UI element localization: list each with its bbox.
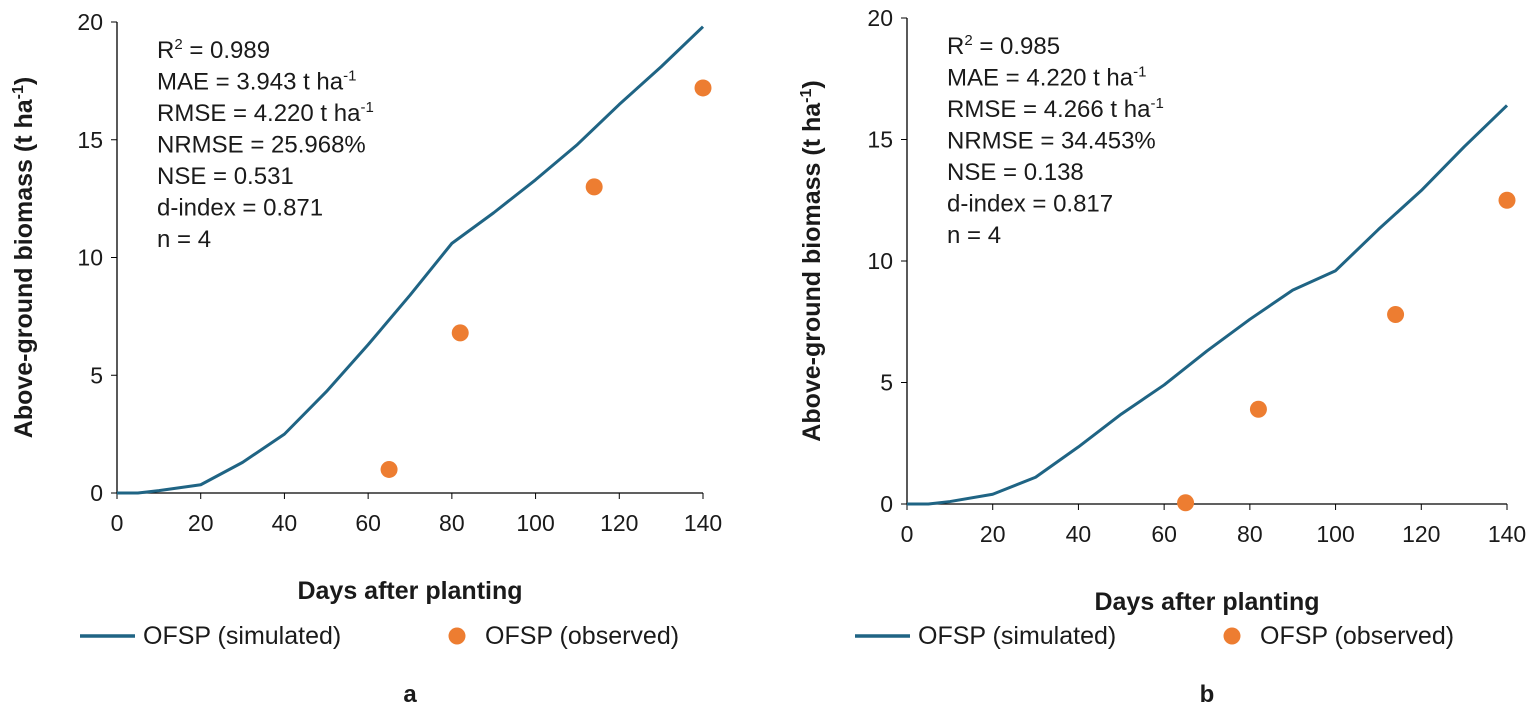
x-tick-label: 0 (111, 510, 124, 536)
y-tick-label: 5 (90, 362, 103, 388)
y-axis-label-main: Above-ground biomass (t ha (798, 102, 826, 442)
y-tick-label: 15 (77, 127, 103, 153)
legend-label-simulated: OFSP (simulated) (143, 622, 341, 650)
stat-text: NSE = 0.138 (947, 159, 1084, 186)
y-axis-label: Above-ground biomass (t ha-1) (10, 77, 38, 438)
stat-text: MAE = 3.943 t ha (157, 69, 344, 96)
x-tick-label: 20 (980, 521, 1006, 547)
stat-text: RMSE = 4.220 t ha (157, 100, 361, 127)
x-tick-label: 60 (1151, 521, 1177, 547)
stat-annotation: NSE = 0.138 (947, 159, 1084, 186)
stat-text: d-index = 0.871 (157, 195, 323, 222)
y-tick-label: 15 (867, 127, 893, 153)
stat-text: R (157, 37, 174, 64)
x-tick-label: 120 (1402, 521, 1440, 547)
x-tick-label: 60 (355, 510, 381, 536)
stat-sup: -1 (1150, 95, 1163, 112)
x-axis-label: Days after planting (297, 577, 522, 605)
x-tick-label: 0 (901, 521, 914, 547)
stat-sup: -1 (1133, 64, 1146, 81)
y-axis-label-sup: -1 (10, 85, 27, 99)
stat-text: NRMSE = 25.968% (157, 132, 366, 159)
observed-point (1498, 191, 1516, 209)
stat-annotation: RMSE = 4.220 t ha-1 (157, 99, 374, 127)
chart-panel-a: 0 20 40 60 80 100 120 140 0 5 10 15 20 Days after pla… (10, 9, 722, 708)
legend-label-observed: OFSP (observed) (1260, 622, 1454, 650)
stat-text: d-index = 0.817 (947, 191, 1113, 218)
panel-label: a (403, 681, 417, 708)
stat-annotation: MAE = 3.943 t ha-1 (157, 68, 356, 96)
stat-annotation: d-index = 0.871 (157, 195, 323, 222)
stat-annotation: RMSE = 4.266 t ha-1 (947, 95, 1164, 123)
stat-sup: 2 (174, 36, 182, 53)
y-axis-label-end: ) (798, 80, 826, 88)
stat-sup: -1 (360, 99, 373, 116)
stat-sup: -1 (343, 68, 356, 85)
y-tick-label: 20 (77, 9, 103, 35)
stat-annotation: R2 = 0.989 (157, 36, 270, 64)
x-tick-label: 140 (684, 510, 722, 536)
y-tick-label: 10 (77, 245, 103, 271)
legend-dot-swatch (448, 627, 466, 645)
x-tick-label: 20 (188, 510, 214, 536)
legend: OFSP (simulated) OFSP (observed) (80, 622, 679, 650)
simulated-line (907, 104, 1509, 506)
stat-annotation: n = 4 (947, 222, 1001, 249)
y-axis-label-main: Above-ground biomass (t ha (10, 98, 38, 438)
y-axis-label-sup: -1 (798, 89, 815, 103)
observed-point (1387, 305, 1405, 323)
x-tick-label: 80 (439, 510, 465, 536)
stat-text: = 0.985 (973, 33, 1060, 60)
y-axis-label-end: ) (10, 77, 38, 85)
stat-text: n = 4 (157, 226, 211, 253)
legend: OFSP (simulated) OFSP (observed) (855, 622, 1454, 650)
stat-text: NSE = 0.531 (157, 163, 294, 190)
panel-label: b (1200, 681, 1215, 708)
observed-point (380, 460, 398, 478)
y-tick-label: 5 (880, 370, 893, 396)
stat-text: R (947, 33, 964, 60)
observed-point (585, 178, 603, 196)
stat-annotation: NSE = 0.531 (157, 163, 294, 190)
x-tick-label: 40 (1066, 521, 1092, 547)
stat-annotation: R2 = 0.985 (947, 32, 1060, 60)
x-tick-label: 100 (1316, 521, 1354, 547)
y-tick-label: 20 (867, 5, 893, 31)
stat-annotation: NRMSE = 34.453% (947, 128, 1156, 155)
y-tick-label: 10 (867, 248, 893, 274)
x-tick-label: 80 (1237, 521, 1263, 547)
stat-text: = 0.989 (183, 37, 270, 64)
legend-label-observed: OFSP (observed) (485, 622, 679, 650)
y-tick-label: 0 (880, 491, 893, 517)
stat-text: RMSE = 4.266 t ha (947, 96, 1151, 123)
stat-text: n = 4 (947, 222, 1001, 249)
observed-point (1177, 494, 1195, 512)
x-axis-label: Days after planting (1094, 588, 1319, 616)
stat-sup: 2 (964, 32, 972, 49)
observed-point (694, 79, 712, 97)
x-tick-label: 40 (272, 510, 298, 536)
chart-panel-b: 0 20 40 60 80 100 120 140 0 5 10 15 20 Days after pla… (798, 5, 1526, 708)
stat-text: NRMSE = 34.453% (947, 128, 1156, 155)
y-tick-label: 0 (90, 480, 103, 506)
y-axis-label: Above-ground biomass (t ha-1) (798, 80, 826, 441)
x-tick-label: 100 (516, 510, 554, 536)
legend-dot-swatch (1223, 627, 1241, 645)
simulated-line (117, 25, 705, 495)
x-tick-label: 120 (600, 510, 638, 536)
observed-point (1249, 400, 1267, 418)
stat-text: MAE = 4.220 t ha (947, 65, 1134, 92)
legend-label-simulated: OFSP (simulated) (918, 622, 1116, 650)
stat-annotation: NRMSE = 25.968% (157, 132, 366, 159)
observed-point (451, 324, 469, 342)
x-tick-label: 140 (1488, 521, 1526, 547)
stat-annotation: n = 4 (157, 226, 211, 253)
stat-annotation: MAE = 4.220 t ha-1 (947, 64, 1146, 92)
stat-annotation: d-index = 0.817 (947, 191, 1113, 218)
